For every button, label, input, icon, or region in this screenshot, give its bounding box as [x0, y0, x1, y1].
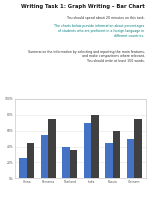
Bar — [105, 143, 113, 178]
Bar — [134, 119, 142, 178]
Bar — [27, 143, 34, 178]
Bar — [70, 150, 77, 178]
Text: Writing Task 1: Graph Writing – Bar Chart: Writing Task 1: Graph Writing – Bar Char… — [21, 4, 145, 9]
Bar — [19, 158, 27, 178]
Bar — [48, 119, 56, 178]
Bar — [91, 115, 99, 178]
Bar — [113, 131, 120, 178]
Bar — [84, 123, 91, 178]
Text: Summarise the information by selecting and reporting the main features,
and make: Summarise the information by selecting a… — [28, 50, 145, 63]
Bar — [127, 139, 134, 178]
Bar — [41, 135, 48, 178]
Text: The charts below provide information about percentages
of students who are profi: The charts below provide information abo… — [54, 24, 145, 38]
Bar — [62, 147, 70, 178]
Text: You should spend about 20 minutes on this task.: You should spend about 20 minutes on thi… — [67, 16, 145, 20]
